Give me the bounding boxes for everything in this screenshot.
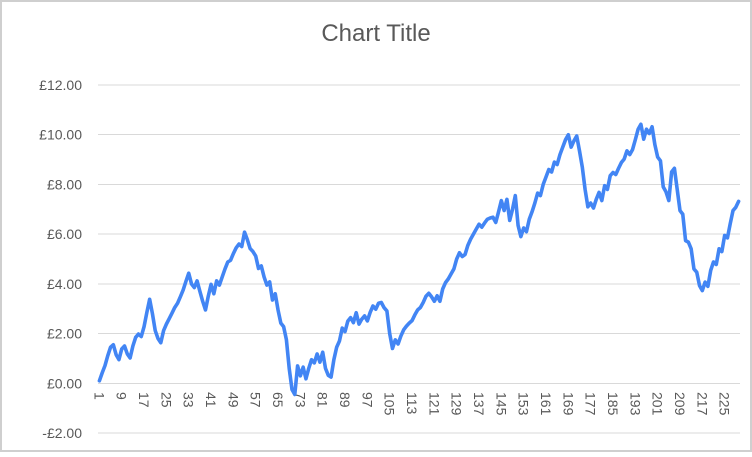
- y-axis-tick-labels: £12.00 £10.00 £8.00 £6.00 £4.00 £2.00 £0.00 -£2…: [39, 77, 82, 441]
- x-tick-label: 177: [583, 392, 599, 416]
- x-tick-label: 49: [225, 392, 241, 408]
- x-tick-label: 81: [315, 392, 331, 408]
- y-tick-label: £10.00: [39, 127, 82, 143]
- y-tick-label: £4.00: [47, 276, 82, 292]
- chart-title: Chart Title: [321, 20, 430, 47]
- x-tick-label: 33: [181, 392, 197, 408]
- x-tick-label: 89: [337, 392, 353, 408]
- y-tick-label: £8.00: [47, 176, 82, 192]
- x-tick-label: 105: [382, 392, 398, 416]
- x-tick-label: 217: [694, 392, 710, 416]
- series-line: [97, 122, 741, 397]
- x-tick-label: 201: [650, 392, 666, 416]
- x-tick-label: 145: [493, 392, 509, 416]
- x-tick-label: 65: [270, 392, 286, 408]
- x-tick-label: 209: [672, 392, 688, 416]
- y-tick-label: £0.00: [47, 375, 82, 391]
- x-tick-label: 185: [605, 392, 621, 416]
- x-tick-label: 161: [538, 392, 554, 416]
- x-tick-label: 73: [292, 392, 308, 408]
- x-tick-label: 113: [404, 392, 420, 415]
- x-tick-label: 57: [248, 392, 264, 408]
- x-tick-label: 1: [91, 392, 107, 400]
- x-tick-label: 225: [717, 392, 733, 416]
- x-tick-label: 193: [627, 392, 643, 416]
- x-tick-label: 153: [516, 392, 532, 416]
- x-tick-label: 137: [471, 392, 487, 416]
- y-tick-label: £2.00: [47, 326, 82, 342]
- x-tick-label: 41: [203, 392, 219, 408]
- x-tick-label: 25: [158, 392, 174, 408]
- x-tick-label: 129: [449, 392, 465, 416]
- x-tick-label: 121: [426, 392, 442, 416]
- x-axis-tick-labels: 1 9 17 25 33 41 49 57 65 73 81 89 97 105 113 121 129 137 1…: [91, 392, 732, 416]
- y-tick-label: -£2.00: [42, 425, 82, 441]
- x-tick-label: 17: [136, 392, 152, 408]
- x-tick-label: 169: [560, 392, 576, 416]
- x-tick-label: 9: [114, 392, 130, 400]
- x-tick-label: 97: [359, 392, 375, 408]
- y-tick-label: £12.00: [39, 77, 82, 93]
- y-tick-label: £6.00: [47, 226, 82, 242]
- gridlines: [98, 84, 740, 434]
